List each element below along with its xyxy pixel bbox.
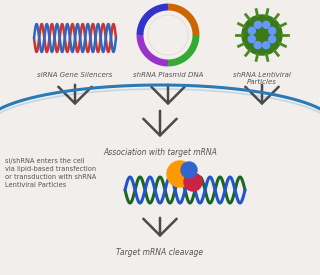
- Text: shRNA Lentiviral
Particles: shRNA Lentiviral Particles: [233, 72, 291, 86]
- Text: Target mRNA cleavage: Target mRNA cleavage: [116, 248, 204, 257]
- Circle shape: [263, 42, 270, 49]
- Circle shape: [181, 162, 197, 178]
- Text: Association with target mRNA: Association with target mRNA: [103, 148, 217, 157]
- Text: si/shRNA enters the cell
via lipid-based transfection
or transduction with shRNA: si/shRNA enters the cell via lipid-based…: [5, 158, 96, 188]
- Circle shape: [254, 42, 261, 49]
- Circle shape: [248, 36, 255, 43]
- Circle shape: [184, 173, 202, 191]
- Text: shRNA Plasmid DNA: shRNA Plasmid DNA: [133, 72, 203, 78]
- Circle shape: [268, 36, 276, 43]
- Circle shape: [167, 161, 193, 187]
- Circle shape: [263, 21, 270, 28]
- Circle shape: [242, 15, 282, 55]
- Text: siRNA Gene Silencers: siRNA Gene Silencers: [37, 72, 113, 78]
- Circle shape: [254, 21, 261, 28]
- Circle shape: [248, 27, 255, 34]
- Circle shape: [269, 28, 276, 34]
